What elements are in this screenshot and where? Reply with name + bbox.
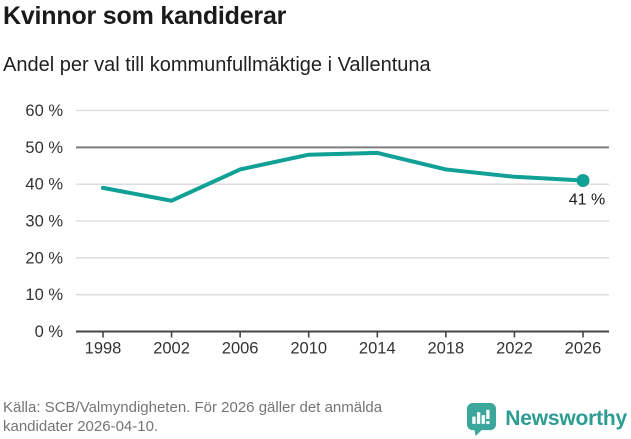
x-tick-label: 2006 — [222, 340, 259, 358]
page-title: Kvinnor som kandiderar — [3, 2, 287, 30]
newsworthy-logo: Newsworthy — [466, 402, 627, 436]
x-tick-label: 2022 — [496, 340, 533, 358]
y-tick-label: 50 % — [25, 139, 63, 157]
source-line-2: kandidater 2026-04-10. — [3, 417, 159, 435]
page-subtitle: Andel per val till kommunfullmäktige i V… — [3, 54, 431, 76]
x-tick-label: 2026 — [565, 340, 602, 358]
x-tick-label: 2018 — [427, 340, 464, 358]
y-tick-label: 40 % — [25, 176, 63, 194]
y-tick-label: 0 % — [35, 323, 64, 341]
x-tick-label: 2014 — [359, 340, 396, 358]
x-tick-label: 1998 — [85, 340, 122, 358]
end-point-marker — [576, 173, 590, 187]
x-tick-label: 2002 — [153, 340, 190, 358]
y-tick-label: 30 % — [25, 213, 63, 231]
end-point-label: 41 % — [569, 191, 605, 208]
y-tick-label: 60 % — [25, 102, 63, 120]
source-note: Källa: SCB/Valmyndigheten. För 2026 gäll… — [3, 399, 382, 436]
bar-chart-speech-bubble-icon — [467, 403, 497, 436]
y-tick-label: 10 % — [25, 286, 63, 304]
trend-line — [101, 150, 585, 203]
line-chart: 0 % 10 % 20 % 30 % 40 % 50 % 60 % 1998 2002 2006 2… — [25, 102, 609, 358]
newsworthy-wordmark: Newsworthy — [505, 407, 627, 430]
y-tick-label: 20 % — [25, 249, 63, 267]
x-tick-label: 2010 — [290, 340, 327, 358]
source-line-1: Källa: SCB/Valmyndigheten. För 2026 gäll… — [3, 399, 383, 416]
